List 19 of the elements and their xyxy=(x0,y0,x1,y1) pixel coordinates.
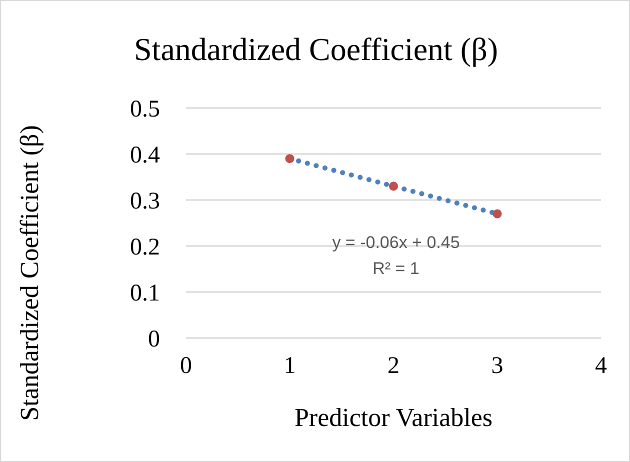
x-tick-label: 2 xyxy=(388,353,400,380)
x-tick-label: 0 xyxy=(180,353,192,380)
x-tick-label: 3 xyxy=(491,353,504,380)
y-tick-label: 0.2 xyxy=(130,234,160,261)
x-tick-label: 1 xyxy=(284,353,296,380)
point xyxy=(388,182,398,191)
annotation: y = -0.06x + 0.45 xyxy=(331,233,461,253)
y-tick-label: 0.1 xyxy=(130,280,160,307)
y-tick-label: 0.5 xyxy=(130,96,160,123)
x-tick-label: 4 xyxy=(595,353,607,380)
chart-title: Standardized Coefficient (β) xyxy=(133,31,499,68)
point xyxy=(492,209,502,218)
y-tick-label: 0.4 xyxy=(130,142,160,169)
x-axis-title: Predictor Variables xyxy=(293,403,494,433)
annotation: R² = 1 xyxy=(372,259,420,279)
y-tick-label: 0.3 xyxy=(130,188,160,215)
y-axis-title: Standardized Coefficient (β) xyxy=(14,124,45,423)
point xyxy=(285,154,294,164)
y-tick-label: 0 xyxy=(148,326,160,353)
